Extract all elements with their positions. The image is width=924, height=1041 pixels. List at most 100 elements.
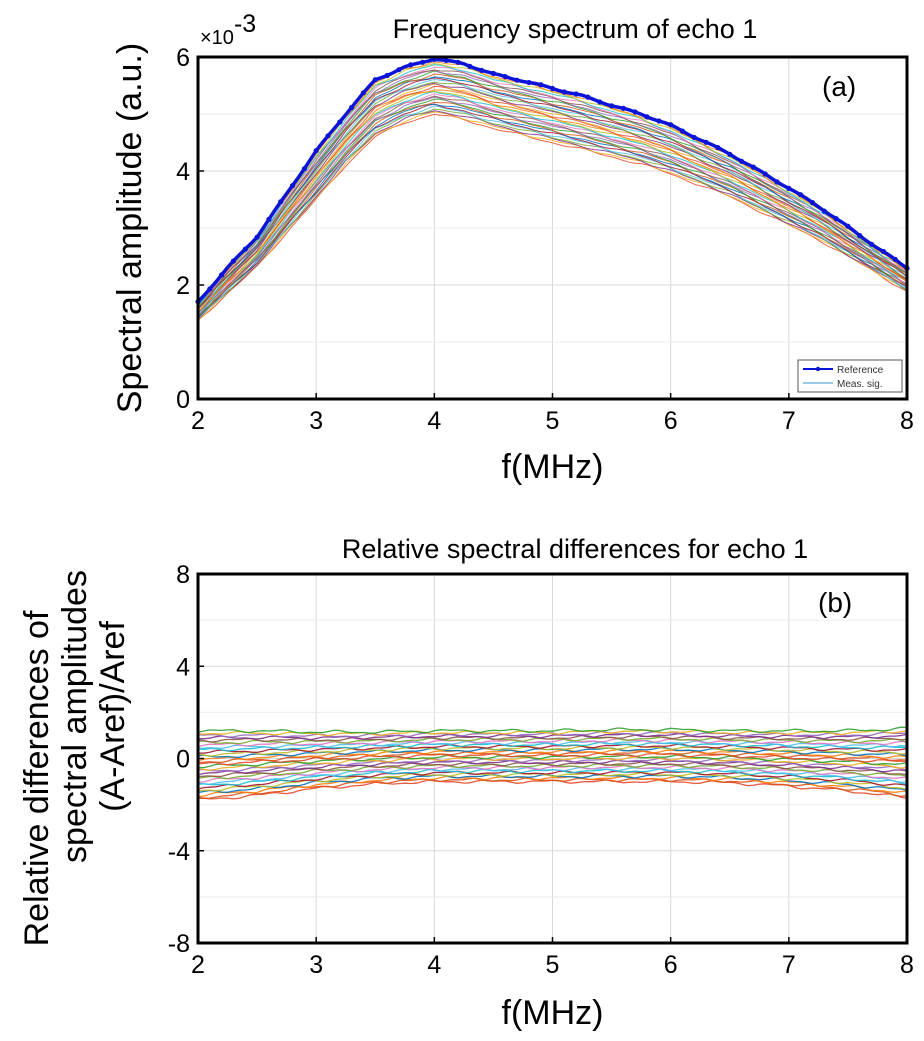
reference-point bbox=[798, 192, 804, 198]
reference-point bbox=[857, 233, 863, 239]
reference-point bbox=[538, 82, 544, 88]
differences-panel-label: (b) bbox=[818, 587, 852, 618]
measured-signal-line bbox=[197, 108, 908, 319]
reference-point bbox=[656, 118, 662, 124]
reference-point bbox=[396, 67, 402, 73]
x-tick-label: 2 bbox=[191, 407, 205, 435]
y-tick-label: 0 bbox=[176, 746, 190, 774]
spectrum-y-multiplier-exp: -3 bbox=[234, 10, 256, 38]
measured-signal-line bbox=[197, 101, 908, 316]
differences-lines bbox=[197, 726, 908, 800]
relative-difference-line bbox=[197, 756, 908, 771]
reference-point bbox=[490, 70, 496, 77]
reference-point bbox=[502, 74, 508, 80]
measured-signal-line bbox=[197, 82, 908, 311]
x-tick-label: 5 bbox=[546, 407, 560, 435]
x-tick-label: 7 bbox=[782, 951, 796, 979]
reference-point bbox=[549, 85, 556, 92]
reference-point bbox=[668, 122, 674, 128]
reference-point bbox=[573, 91, 579, 97]
relative-difference-line bbox=[197, 777, 908, 799]
reference-point bbox=[242, 246, 248, 252]
relative-difference-line bbox=[197, 766, 908, 785]
y-tick-label: 2 bbox=[176, 272, 190, 300]
measured-signal-line bbox=[197, 96, 908, 317]
measured-signal-line bbox=[197, 69, 908, 305]
relative-difference-line bbox=[197, 739, 908, 749]
reference-point bbox=[384, 72, 390, 79]
reference-point bbox=[809, 200, 816, 206]
reference-point bbox=[880, 248, 887, 255]
reference-point bbox=[869, 241, 875, 247]
reference-point bbox=[278, 199, 284, 205]
relative-difference-line bbox=[197, 771, 908, 792]
x-tick-label: 5 bbox=[546, 951, 560, 979]
relative-difference-line bbox=[197, 750, 908, 764]
spectrum-y-multiplier: ×10-3 bbox=[200, 10, 256, 49]
reference-point bbox=[419, 59, 426, 65]
relative-difference-line bbox=[197, 770, 908, 790]
spectrum-panel-label: (a) bbox=[822, 71, 856, 102]
spectrum-y-axis-label: Spectral amplitude (a.u.) bbox=[111, 43, 149, 413]
reference-point bbox=[514, 77, 520, 83]
relative-difference-line bbox=[197, 759, 908, 776]
spectrum-y-multiplier-base: ×10 bbox=[200, 27, 234, 49]
reference-point bbox=[301, 166, 307, 172]
reference-point bbox=[727, 151, 733, 157]
relative-difference-line bbox=[197, 745, 908, 757]
reference-point bbox=[892, 256, 898, 262]
reference-point bbox=[372, 77, 378, 83]
spectrum-y-ticks: 0 2 4 6 bbox=[176, 44, 204, 414]
y-tick-label: 4 bbox=[176, 653, 190, 681]
x-tick-label: 3 bbox=[309, 951, 323, 979]
reference-point bbox=[762, 171, 768, 177]
reference-point bbox=[691, 134, 697, 141]
measured-signal-line bbox=[197, 83, 908, 313]
reference-point bbox=[360, 90, 366, 96]
measured-signal-line bbox=[197, 62, 908, 305]
differences-y-ticks: -8 -4 0 4 8 bbox=[168, 561, 204, 958]
reference-point bbox=[479, 67, 485, 73]
relative-difference-line bbox=[197, 764, 908, 783]
spectrum-lines bbox=[195, 56, 910, 321]
y-tick-label: 0 bbox=[176, 386, 190, 414]
reference-point bbox=[325, 133, 331, 139]
relative-difference-line bbox=[197, 775, 908, 798]
relative-difference-line bbox=[197, 761, 908, 778]
reference-point bbox=[313, 148, 319, 154]
differences-y-axis-label-line3: (A-Aref)/Aref bbox=[94, 621, 132, 812]
legend-reference-marker bbox=[815, 366, 821, 372]
reference-point bbox=[585, 94, 591, 100]
differences-chart: 2 3 4 5 6 7 8 -8 -4 0 4 8 Relative spectral differ… bbox=[18, 534, 914, 1032]
measured-signal-line bbox=[197, 77, 908, 310]
reference-point bbox=[620, 105, 627, 111]
reference-point bbox=[703, 139, 709, 145]
x-tick-label: 6 bbox=[664, 951, 678, 979]
reference-point bbox=[443, 57, 449, 64]
reference-point bbox=[266, 216, 272, 222]
reference-point bbox=[337, 119, 343, 125]
spectrum-title: Frequency spectrum of echo 1 bbox=[393, 14, 758, 44]
reference-point bbox=[349, 104, 355, 111]
x-tick-label: 8 bbox=[900, 951, 914, 979]
x-tick-label: 4 bbox=[427, 951, 441, 979]
reference-point bbox=[561, 89, 567, 95]
reference-point bbox=[254, 234, 260, 240]
y-tick-label: -8 bbox=[168, 930, 190, 958]
measured-signal-line bbox=[197, 69, 908, 307]
differences-x-ticks: 2 3 4 5 6 7 8 bbox=[191, 937, 914, 979]
y-tick-label: 4 bbox=[176, 158, 190, 186]
x-tick-label: 2 bbox=[191, 951, 205, 979]
differences-y-axis-label-line2: spectral amplitudes bbox=[56, 570, 94, 863]
reference-point bbox=[597, 99, 603, 105]
measured-signal-line bbox=[197, 103, 908, 319]
reference-point bbox=[679, 128, 686, 134]
x-tick-label: 4 bbox=[427, 407, 441, 435]
relative-difference-line bbox=[197, 726, 908, 734]
relative-difference-line bbox=[197, 748, 908, 762]
reference-point bbox=[739, 158, 745, 164]
reference-point bbox=[833, 216, 839, 222]
legend-measured-label: Meas. sig. bbox=[837, 379, 883, 390]
x-tick-label: 6 bbox=[664, 407, 678, 435]
